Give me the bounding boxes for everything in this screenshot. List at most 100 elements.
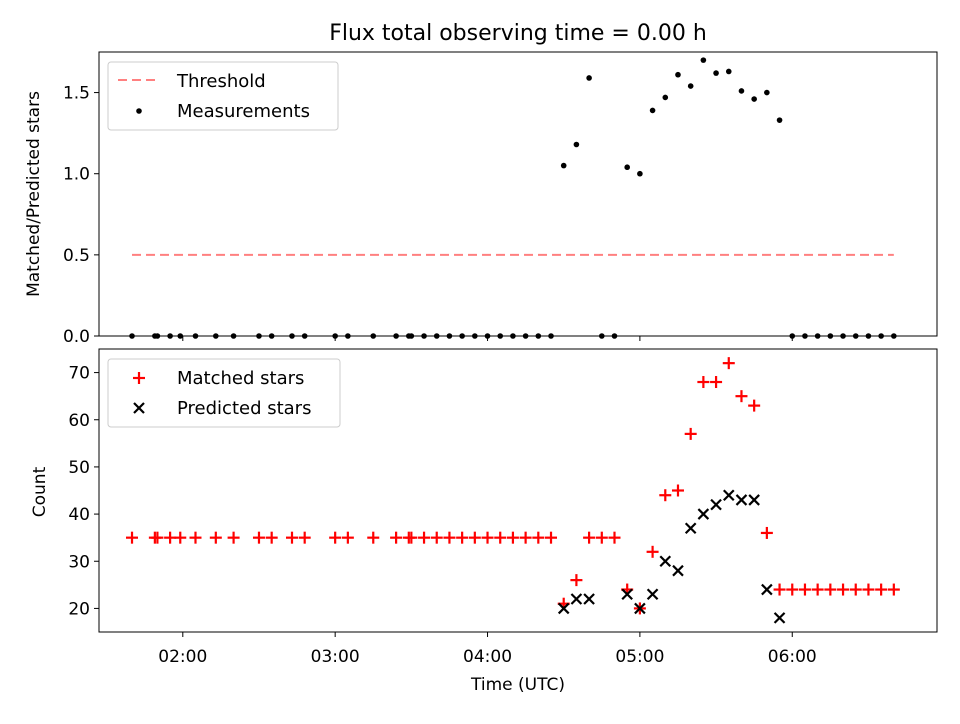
measurement-point [637, 170, 643, 177]
predicted-star-stroke [748, 494, 760, 506]
measurement-point [725, 68, 732, 75]
predicted-star-point [684, 522, 697, 535]
predicted-star-point [659, 555, 672, 568]
measurement-point [675, 71, 681, 78]
matched-star-point [418, 531, 431, 544]
x-tick-label: 03:00 [311, 647, 360, 667]
matched-star-point [583, 531, 596, 544]
measurement-point [649, 107, 656, 114]
predicted-star-stroke [735, 494, 748, 506]
y-axis-label: Count [30, 466, 50, 517]
legend-matched-swatch [133, 372, 145, 384]
measurement-point [560, 162, 567, 169]
y-tick-label: 0.5 [63, 246, 90, 266]
predicted-star-point [646, 588, 659, 601]
predicted-star-stroke [659, 555, 672, 568]
legend-frame [107, 358, 341, 428]
legend-predicted-label: Predicted stars [177, 398, 311, 419]
matched-star-point [608, 531, 621, 544]
y-tick-label: 20 [68, 599, 90, 619]
predicted-star-stroke [646, 588, 659, 601]
y-axis-label: Matched/Predicted stars [24, 91, 44, 297]
star-count-plot-frame [98, 348, 938, 633]
matched-star-point [837, 583, 850, 596]
star-count-axes: 20 30 40 50 60 70 02:00 03:00 04:00 05:00 06:00 [68, 364, 816, 667]
predicted-star-point [570, 593, 583, 605]
matched-star-point [722, 357, 735, 370]
matched-star-point [760, 526, 773, 539]
y-tick-label: 50 [68, 458, 90, 478]
legend-frame [107, 61, 339, 131]
matched-star-point [164, 531, 177, 544]
matched-star-point [811, 583, 824, 596]
matched-star-point [329, 531, 342, 544]
predicted-star-point [697, 508, 710, 520]
predicted-star-point [748, 494, 760, 506]
matched-star-point [285, 531, 298, 544]
measurement-point [700, 57, 707, 63]
x-tick-label: 02:00 [158, 647, 207, 667]
matched-star-point [430, 531, 443, 544]
predicted-star-point [735, 494, 748, 506]
predicted-star-point [621, 588, 633, 601]
matched-star-point [189, 531, 202, 544]
y-tick-label: 40 [68, 505, 90, 525]
matched-star-point [506, 531, 519, 544]
y-tick-label: 60 [68, 411, 90, 431]
matched-star-point [494, 531, 507, 544]
matched-star-point [735, 390, 748, 403]
matched-star-point [824, 583, 837, 596]
matched-star-point [481, 531, 494, 544]
matched-star-point [174, 531, 187, 544]
matched-star-point [748, 399, 761, 412]
matched-star-point [209, 531, 222, 544]
matched-star-point [405, 531, 418, 544]
chart-title: Flux total observing time = 0.00 h [329, 21, 707, 46]
predicted-star-stroke [722, 489, 735, 501]
predicted-star-point [761, 583, 773, 596]
legend-matched-label: Matched stars [177, 368, 304, 389]
x-tick-label: 06:00 [768, 647, 817, 667]
predicted-star-stroke [697, 508, 710, 520]
star-count-panel: Count Time (UTC) 20 30 40 50 60 70 02:00 03:00 0… [30, 348, 938, 695]
matched-star-point [595, 531, 608, 544]
measurement-point [687, 83, 694, 89]
x-axis-label: Time (UTC) [470, 675, 565, 695]
star-count-marks [126, 357, 900, 624]
matched-star-point [545, 531, 558, 544]
matched-star-point [659, 489, 672, 502]
flux-ratio-plot-frame [98, 51, 938, 337]
y-tick-label: 1.0 [63, 165, 90, 185]
matched-star-point [862, 583, 875, 596]
predicted-star-point [773, 612, 786, 624]
predicted-star-stroke [684, 522, 697, 535]
star-count-legend: Matched stars Predicted stars [107, 358, 341, 428]
flux-ratio-legend: Threshold Measurements [107, 61, 339, 131]
legend-measurements-swatch [136, 108, 142, 114]
predicted-star-point [710, 498, 722, 511]
measurement-point [776, 117, 783, 123]
matched-star-point [390, 531, 403, 544]
matched-star-point [468, 531, 481, 544]
flux-ratio-panel: Flux total observing time = 0.00 h Match… [24, 21, 938, 347]
matched-star-point [443, 531, 456, 544]
x-tick-label: 04:00 [463, 647, 512, 667]
legend-predicted-swatch [133, 402, 145, 414]
measurement-point [713, 70, 719, 76]
matched-star-point [151, 531, 164, 544]
matched-star-point [887, 583, 900, 596]
measurement-point [586, 75, 592, 81]
predicted-star-stroke [570, 593, 583, 605]
predicted-star-stroke [761, 583, 773, 596]
predicted-star-stroke [621, 588, 633, 601]
measurement-point [624, 164, 630, 171]
matched-star-point [786, 583, 799, 596]
predicted-star-point [722, 489, 735, 501]
measurement-point [764, 89, 770, 96]
measurement-point [662, 94, 669, 101]
measurement-point [738, 88, 745, 94]
matched-star-point [646, 545, 659, 558]
legend-threshold-label: Threshold [176, 71, 266, 92]
matched-star-point [252, 531, 265, 544]
